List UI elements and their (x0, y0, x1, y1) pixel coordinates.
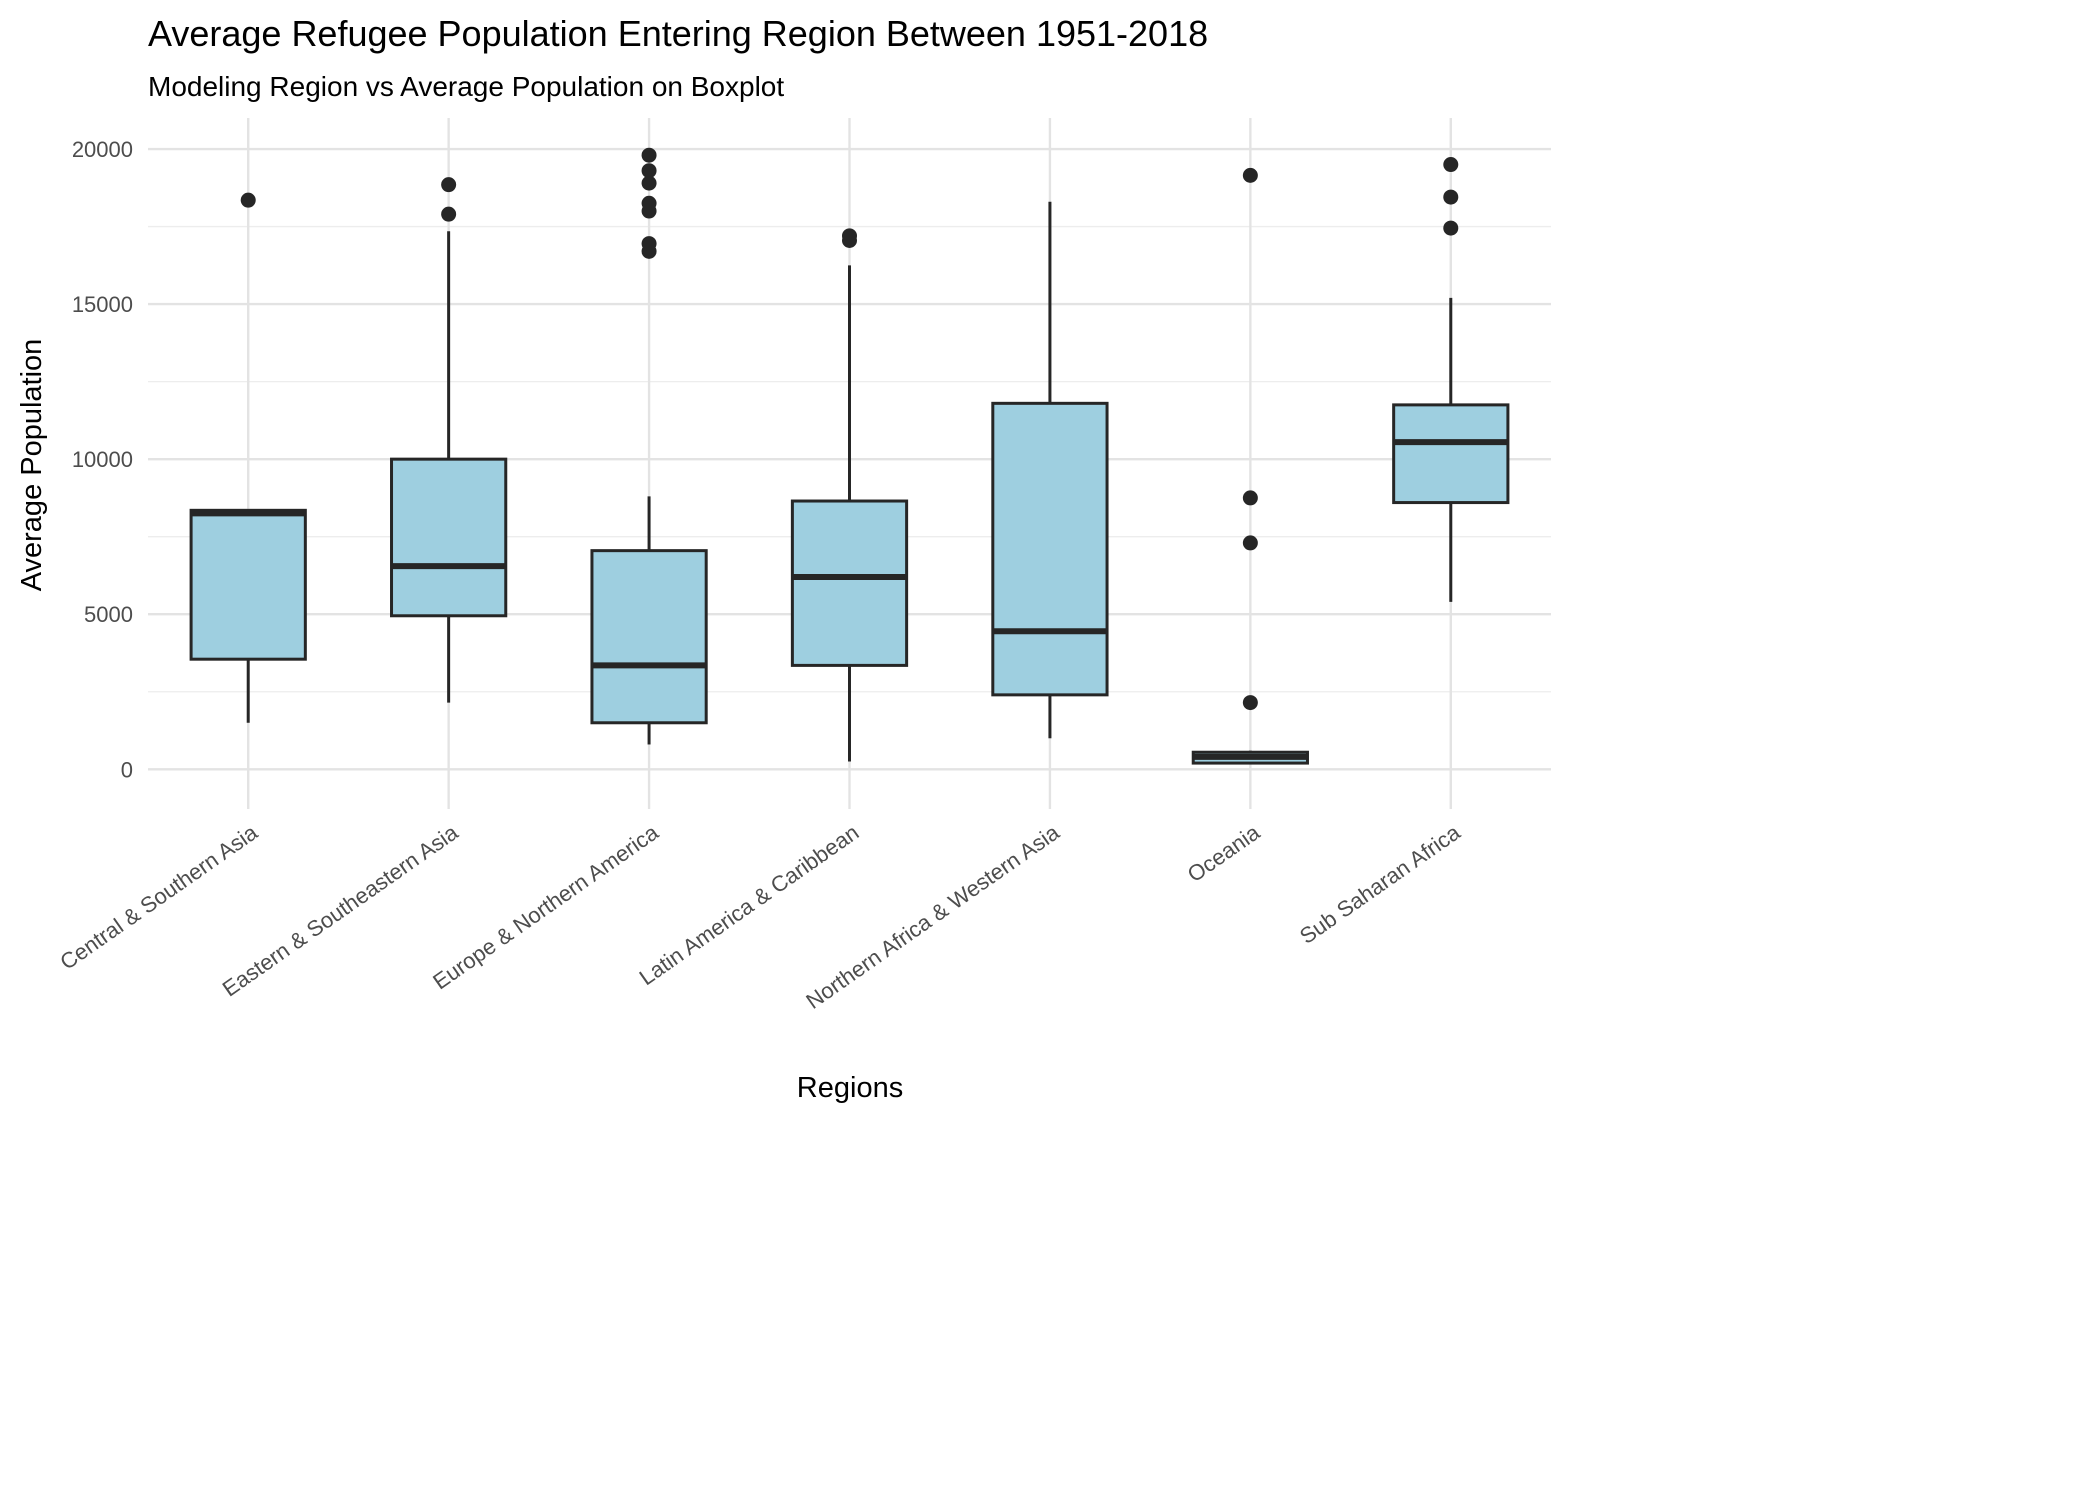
x-tick-label: Central & Southern Asia (55, 819, 262, 975)
outlier-point (641, 163, 657, 179)
outlier-point (641, 147, 657, 163)
box-group (189, 192, 307, 723)
y-tick-label: 0 (121, 757, 133, 782)
box-series (189, 147, 1510, 765)
y-tick-label: 10000 (72, 447, 133, 472)
outlier-point (1242, 695, 1258, 711)
box-group (790, 228, 909, 762)
x-tick-label: Eastern & Southeastern Asia (218, 819, 463, 1001)
box-group (991, 201, 1109, 739)
iqr-box (991, 401, 1109, 697)
boxplot-chart: Average Refugee Population Entering Regi… (16, 13, 1551, 1104)
y-tick-label: 15000 (72, 292, 133, 317)
outlier-point (1443, 189, 1459, 205)
y-axis-tick-labels: 0 5000 10000 15000 20000 (72, 137, 133, 782)
iqr-box (390, 457, 508, 618)
chart-title: Average Refugee Population Entering Regi… (148, 13, 1208, 54)
outlier-point (1242, 167, 1258, 183)
x-tick-label: Oceania (1183, 819, 1265, 887)
iqr-box (189, 508, 307, 661)
x-tick-label: Sub Saharan Africa (1295, 819, 1465, 949)
box-group (1392, 157, 1510, 602)
x-tick-label: Europe & Northern America (428, 819, 663, 994)
box-group (590, 147, 708, 745)
outlier-point (842, 228, 857, 244)
outlier-point (441, 177, 457, 193)
outlier-point (441, 206, 457, 222)
y-axis-title: Average Population (16, 339, 48, 592)
iqr-box (790, 499, 909, 667)
x-tick-label: Latin America & Caribbean (635, 820, 864, 991)
chart-subtitle: Modeling Region vs Average Population on… (148, 71, 784, 102)
y-tick-label: 5000 (84, 602, 133, 627)
iqr-box (1392, 403, 1510, 505)
box-group (390, 177, 508, 703)
iqr-box (590, 549, 708, 725)
outlier-point (1443, 220, 1459, 236)
y-tick-label: 20000 (72, 137, 133, 162)
x-axis-title: Regions (797, 1072, 903, 1104)
outlier-point (641, 175, 657, 191)
outlier-point (1242, 535, 1258, 551)
box-group (1191, 167, 1309, 765)
outlier-point (1242, 490, 1258, 506)
outlier-point (641, 195, 657, 211)
outlier-point (1443, 157, 1459, 173)
outlier-point (240, 192, 256, 208)
outlier-point (641, 236, 657, 252)
